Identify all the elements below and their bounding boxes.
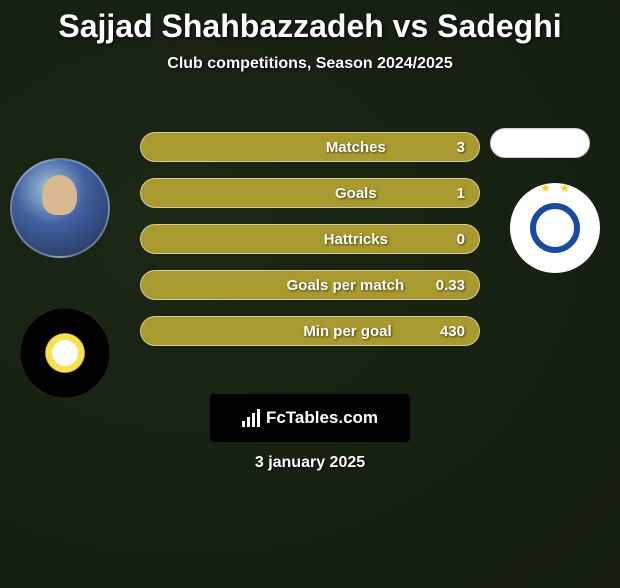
club-right-badge-inner <box>530 203 580 253</box>
fctables-badge[interactable]: FcTables.com <box>210 394 410 442</box>
stat-value: 3 <box>457 139 465 156</box>
player-right-placeholder <box>490 128 590 158</box>
page-title: Sajjad Shahbazzadeh vs Sadeghi <box>0 8 620 45</box>
stat-row-gpm: Goals per match 0.33 <box>140 270 480 300</box>
stat-row-matches: Matches 3 <box>140 132 480 162</box>
stats-container: Matches 3 Goals 1 Hattricks 0 Goals per … <box>140 132 480 362</box>
club-right-badge <box>510 183 600 273</box>
stat-value: 0 <box>457 231 465 248</box>
stat-value: 1 <box>457 185 465 202</box>
stat-label: Matches <box>326 139 386 156</box>
stat-row-goals: Goals 1 <box>140 178 480 208</box>
stat-row-mpg: Min per goal 430 <box>140 316 480 346</box>
stat-label: Goals per match <box>287 277 405 294</box>
player-left-avatar <box>10 158 110 258</box>
subtitle: Club competitions, Season 2024/2025 <box>0 55 620 73</box>
date-label: 3 january 2025 <box>0 454 620 472</box>
stat-label: Min per goal <box>303 323 391 340</box>
stat-label: Goals <box>335 185 377 202</box>
bar-chart-icon <box>242 409 260 427</box>
stat-label: Hattricks <box>324 231 388 248</box>
stat-value: 430 <box>440 323 465 340</box>
club-left-badge <box>20 308 110 398</box>
fctables-text: FcTables.com <box>266 408 378 428</box>
stat-value: 0.33 <box>436 277 465 294</box>
stat-row-hattricks: Hattricks 0 <box>140 224 480 254</box>
